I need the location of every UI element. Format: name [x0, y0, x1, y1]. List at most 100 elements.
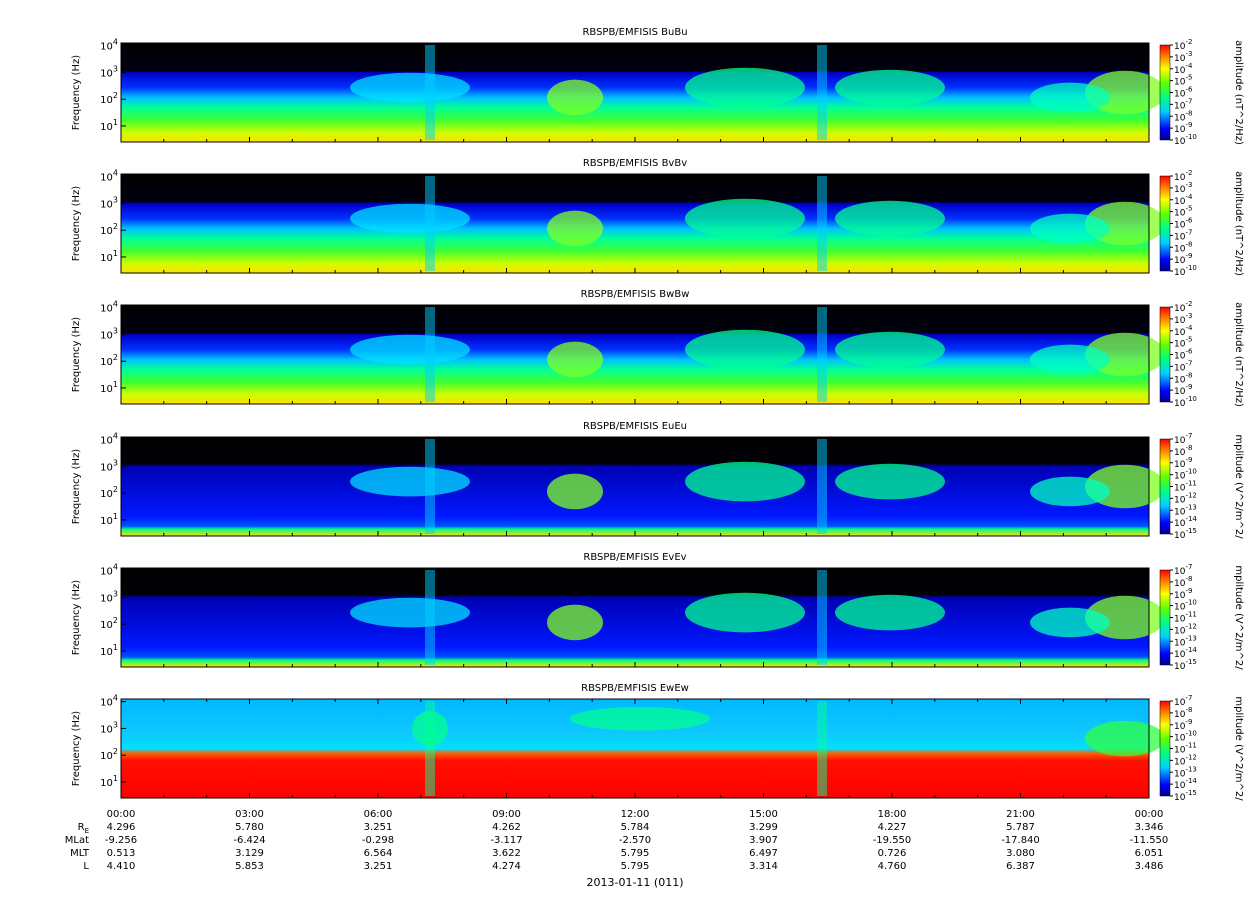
- ephemeris-value: -17.840: [1001, 835, 1040, 846]
- burst-column: [817, 176, 827, 271]
- ephemeris-value: 5.795: [621, 861, 650, 872]
- panel-0: RBSPB/EMFISIS BuBu 101 102 103 104 Frequency …: [71, 27, 1244, 147]
- colorbar-tick-label: 10-15: [1174, 658, 1197, 672]
- emission-band: [547, 473, 603, 510]
- y-tick-label: 101: [100, 643, 118, 658]
- y-tick-label: 101: [100, 249, 118, 264]
- colorbar-tick-label: 10-11: [1174, 480, 1197, 494]
- ephemeris-value: -2.570: [619, 835, 651, 846]
- emission-band: [1030, 607, 1110, 638]
- ephemeris-value: -6.424: [233, 835, 265, 846]
- emission-band: [547, 79, 603, 116]
- colorbar-tick-label: 10-7: [1174, 432, 1192, 446]
- y-tick-label: 101: [100, 512, 118, 527]
- y-tick-label: 102: [100, 91, 118, 106]
- colorbar-tick-label: 10-5: [1174, 74, 1192, 88]
- colorbar-tick-label: 10-3: [1174, 312, 1192, 326]
- burst-column: [425, 701, 435, 796]
- colorbar-tick-label: 10-13: [1174, 765, 1197, 779]
- y-tick-label: 102: [100, 616, 118, 631]
- colorbar-tick-label: 10-2: [1174, 38, 1192, 52]
- y-tick-label: 103: [100, 195, 118, 210]
- time-axis: 00:00 03:00 06:00 09:00 12:00 15:00 18:00 21:00…: [107, 809, 1164, 820]
- spectrogram-image: [121, 174, 1149, 273]
- time-tick-label: 06:00: [364, 809, 393, 820]
- y-tick-label: 103: [100, 64, 118, 79]
- colorbar-tick-label: 10-10: [1174, 599, 1197, 613]
- colorbar-tick-label: 10-4: [1174, 324, 1193, 338]
- y-tick-label: 101: [100, 118, 118, 133]
- emission-band: [685, 329, 805, 370]
- ephemeris-value: -3.117: [490, 835, 522, 846]
- colorbar-tick-label: 10-8: [1174, 109, 1192, 123]
- ephemeris-value: 5.795: [621, 848, 650, 859]
- y-axis-label: Frequency (Hz): [71, 711, 82, 787]
- colorbar-tick-label: 10-9: [1174, 121, 1192, 135]
- ephemeris-value: 0.726: [878, 848, 907, 859]
- colorbar-tick-label: 10-6: [1174, 217, 1193, 231]
- ephemeris-value: 4.274: [492, 861, 521, 872]
- ephemeris-value: 3.299: [749, 822, 778, 833]
- colorbar-tick-label: 10-2: [1174, 169, 1192, 183]
- y-axis-label: Frequency (Hz): [71, 449, 82, 525]
- y-tick-label: 104: [100, 38, 118, 53]
- y-axis-label: Frequency (Hz): [71, 317, 82, 393]
- colorbar: [1159, 44, 1171, 141]
- ephemeris-value: 5.787: [1006, 822, 1035, 833]
- colorbar-tick-label: 10-9: [1174, 718, 1192, 732]
- colorbar-tick-label: 10-14: [1174, 515, 1197, 529]
- ephemeris-value: 3.314: [749, 861, 778, 872]
- y-tick-label: 103: [100, 458, 118, 473]
- colorbar-tick-label: 10-7: [1174, 228, 1192, 242]
- colorbar-label: mplitude (V^2/m^2/: [1233, 434, 1244, 539]
- colorbar-tick-label: 10-10: [1174, 730, 1197, 744]
- burst-column: [425, 439, 435, 534]
- colorbar-tick-label: 10-11: [1174, 742, 1197, 756]
- colorbar-tick-label: 10-7: [1174, 563, 1192, 577]
- y-tick-label: 102: [100, 747, 118, 762]
- spectrogram-image: [121, 568, 1149, 667]
- time-tick-label: 03:00: [235, 809, 264, 820]
- spectrogram-image: [121, 305, 1149, 404]
- emission-band: [835, 331, 945, 368]
- emission-band: [685, 592, 805, 633]
- emission-band: [685, 461, 805, 502]
- ephemeris-value: 6.387: [1006, 861, 1035, 872]
- ephemeris-value: 5.780: [235, 822, 264, 833]
- colorbar-label: mplitude (V^2/m^2/: [1233, 565, 1244, 670]
- colorbar-tick-label: 10-7: [1174, 694, 1192, 708]
- colorbar-tick-label: 10-9: [1174, 252, 1192, 266]
- ephemeris-value: 4.227: [878, 822, 907, 833]
- y-tick-label: 104: [100, 169, 118, 184]
- emission-band: [1030, 476, 1110, 507]
- colorbar-label: amplitude (nT^2/Hz): [1233, 302, 1244, 407]
- ephemeris-value: 3.486: [1135, 861, 1164, 872]
- ephemeris-value: 5.784: [621, 822, 650, 833]
- colorbar: [1159, 700, 1171, 797]
- colorbar-tick-label: 10-9: [1174, 456, 1192, 470]
- burst-column: [817, 701, 827, 796]
- colorbar-tick-label: 10-12: [1174, 622, 1197, 636]
- emission-band: [350, 334, 470, 365]
- time-tick-label: 00:00: [1135, 809, 1164, 820]
- colorbar-tick-label: 10-5: [1174, 205, 1192, 219]
- emission-band: [547, 604, 603, 641]
- ephemeris-value: 3.080: [1006, 848, 1035, 859]
- colorbar-tick-label: 10-7: [1174, 359, 1192, 373]
- colorbar-tick-label: 10-10: [1174, 264, 1197, 278]
- ephemeris-value: 3.251: [364, 822, 393, 833]
- colorbar-tick-label: 10-3: [1174, 181, 1192, 195]
- ephemeris-value: -9.256: [105, 835, 137, 846]
- y-tick-label: 102: [100, 353, 118, 368]
- ephemeris-value: 3.622: [492, 848, 521, 859]
- emission-band: [350, 466, 470, 497]
- ephemeris-value: 4.760: [878, 861, 907, 872]
- spectrogram-image: [121, 437, 1149, 536]
- ephemeris-value: 3.346: [1135, 822, 1164, 833]
- burst-column: [817, 439, 827, 534]
- panel-title: RBSPB/EMFISIS BvBv: [583, 158, 687, 169]
- ephemeris-value: 4.296: [107, 822, 136, 833]
- burst-column: [425, 570, 435, 665]
- ephemeris-value: -0.298: [362, 835, 394, 846]
